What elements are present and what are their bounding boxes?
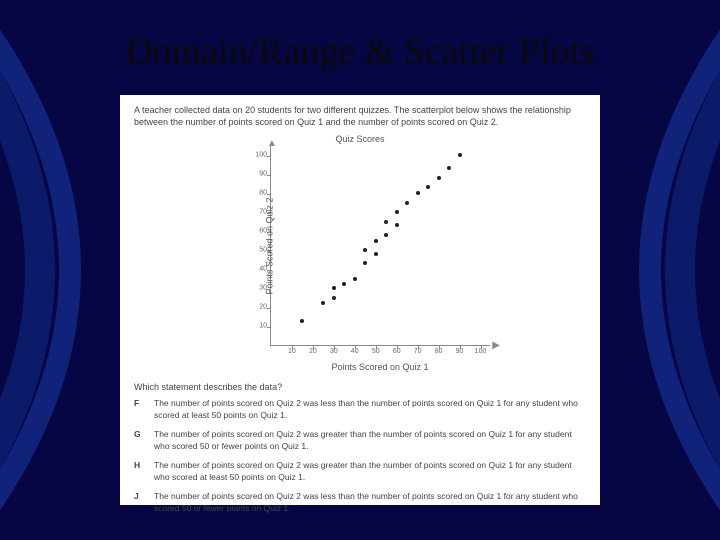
scatter-point xyxy=(395,210,399,214)
y-tick-mark xyxy=(267,251,271,252)
x-tick-mark xyxy=(313,345,314,349)
scatter-point xyxy=(395,223,399,227)
scatter-point xyxy=(384,220,388,224)
y-tick-mark xyxy=(267,175,271,176)
chart-axes: ▲ ▶ Points Scored on Quiz 2 102030405060… xyxy=(270,146,490,346)
scatter-chart: Quiz Scores ▲ ▶ Points Scored on Quiz 2 … xyxy=(210,134,510,372)
x-tick-mark xyxy=(481,345,482,349)
scatter-point xyxy=(458,153,462,157)
answer-choice[interactable]: G The number of points scored on Quiz 2 w… xyxy=(134,429,586,452)
scatter-point xyxy=(426,185,430,189)
choice-text: The number of points scored on Quiz 2 wa… xyxy=(154,491,586,514)
scatter-point xyxy=(353,277,357,281)
which-statement: Which statement describes the data? xyxy=(134,382,586,392)
answer-choices: F The number of points scored on Quiz 2 w… xyxy=(134,398,586,514)
answer-choice[interactable]: H The number of points scored on Quiz 2 w… xyxy=(134,460,586,483)
scatter-point xyxy=(332,296,336,300)
choice-letter: G xyxy=(134,429,146,452)
slide-title: Domain/Range & Scatter Plots xyxy=(0,30,720,74)
scatter-point xyxy=(384,233,388,237)
problem-card: A teacher collected data on 20 students … xyxy=(120,95,600,505)
scatter-point xyxy=(321,301,325,305)
scatter-point xyxy=(300,319,304,323)
choice-letter: F xyxy=(134,398,146,421)
y-tick-mark xyxy=(267,194,271,195)
scatter-point xyxy=(363,248,367,252)
x-tick-mark xyxy=(397,345,398,349)
choice-letter: J xyxy=(134,491,146,514)
x-tick-mark xyxy=(355,345,356,349)
choice-text: The number of points scored on Quiz 2 wa… xyxy=(154,429,586,452)
scatter-point xyxy=(374,252,378,256)
x-tick-mark xyxy=(376,345,377,349)
x-tick-mark xyxy=(292,345,293,349)
y-axis-arrow: ▲ xyxy=(267,138,277,149)
x-tick-mark xyxy=(439,345,440,349)
y-tick-mark xyxy=(267,308,271,309)
y-tick-mark xyxy=(267,232,271,233)
y-tick-mark xyxy=(267,289,271,290)
y-tick-mark xyxy=(267,156,271,157)
y-tick-mark xyxy=(267,270,271,271)
x-tick-mark xyxy=(418,345,419,349)
answer-choice[interactable]: J The number of points scored on Quiz 2 w… xyxy=(134,491,586,514)
choice-letter: H xyxy=(134,460,146,483)
scatter-point xyxy=(363,261,367,265)
scatter-point xyxy=(405,201,409,205)
scatter-point xyxy=(342,282,346,286)
x-tick-mark xyxy=(460,345,461,349)
y-tick-mark xyxy=(267,213,271,214)
x-tick-mark xyxy=(334,345,335,349)
scatter-point xyxy=(447,166,451,170)
scatter-point xyxy=(332,286,336,290)
x-axis-arrow: ▶ xyxy=(492,340,500,351)
scatter-point xyxy=(374,239,378,243)
scatter-point xyxy=(437,176,441,180)
x-axis-label: Points Scored on Quiz 1 xyxy=(270,362,490,372)
chart-title: Quiz Scores xyxy=(210,134,510,144)
choice-text: The number of points scored on Quiz 2 wa… xyxy=(154,460,586,483)
answer-choice[interactable]: F The number of points scored on Quiz 2 w… xyxy=(134,398,586,421)
scatter-point xyxy=(416,191,420,195)
problem-intro: A teacher collected data on 20 students … xyxy=(134,105,586,128)
y-tick-mark xyxy=(267,327,271,328)
choice-text: The number of points scored on Quiz 2 wa… xyxy=(154,398,586,421)
